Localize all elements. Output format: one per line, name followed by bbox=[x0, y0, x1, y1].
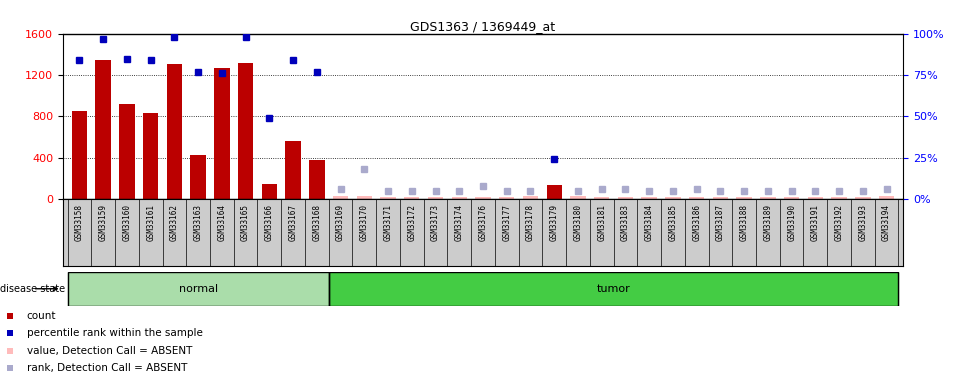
Bar bbox=[190, 155, 206, 199]
Bar bbox=[523, 196, 538, 199]
Text: GSM33164: GSM33164 bbox=[217, 204, 226, 241]
Text: GSM33187: GSM33187 bbox=[716, 204, 724, 241]
Bar bbox=[879, 196, 895, 199]
Bar bbox=[428, 196, 443, 199]
Text: GSM33167: GSM33167 bbox=[289, 204, 298, 241]
Text: GSM33178: GSM33178 bbox=[526, 204, 535, 241]
Text: GSM33174: GSM33174 bbox=[455, 204, 464, 241]
Bar bbox=[333, 196, 349, 199]
Bar bbox=[570, 196, 585, 199]
Text: GSM33183: GSM33183 bbox=[621, 204, 630, 241]
Bar bbox=[666, 196, 681, 199]
Bar bbox=[262, 184, 277, 199]
Bar bbox=[238, 63, 253, 199]
Text: tumor: tumor bbox=[597, 284, 631, 294]
Bar bbox=[381, 196, 396, 199]
Bar bbox=[143, 113, 158, 199]
Text: GSM33177: GSM33177 bbox=[502, 204, 511, 241]
Bar bbox=[689, 196, 704, 199]
Bar bbox=[547, 185, 562, 199]
Text: GSM33169: GSM33169 bbox=[336, 204, 345, 241]
Text: GSM33192: GSM33192 bbox=[835, 204, 843, 241]
Text: percentile rank within the sample: percentile rank within the sample bbox=[27, 328, 203, 338]
Bar bbox=[855, 196, 870, 199]
Bar bbox=[594, 196, 610, 199]
Bar bbox=[309, 160, 325, 199]
Text: GSM33158: GSM33158 bbox=[75, 204, 84, 241]
Text: GSM33188: GSM33188 bbox=[740, 204, 749, 241]
Text: GSM33184: GSM33184 bbox=[644, 204, 654, 241]
Text: GSM33189: GSM33189 bbox=[763, 204, 773, 241]
Text: GSM33168: GSM33168 bbox=[312, 204, 322, 241]
Text: GSM33185: GSM33185 bbox=[668, 204, 677, 241]
Bar bbox=[167, 64, 182, 199]
Bar bbox=[356, 196, 372, 199]
Text: GSM33180: GSM33180 bbox=[574, 204, 582, 241]
Text: GSM33176: GSM33176 bbox=[478, 204, 488, 241]
Bar bbox=[808, 196, 823, 199]
Text: GSM33172: GSM33172 bbox=[408, 204, 416, 241]
Bar bbox=[617, 196, 633, 199]
Bar bbox=[328, 272, 898, 306]
Title: GDS1363 / 1369449_at: GDS1363 / 1369449_at bbox=[411, 20, 555, 33]
Text: normal: normal bbox=[179, 284, 217, 294]
Text: disease state: disease state bbox=[0, 284, 65, 294]
Bar bbox=[214, 68, 230, 199]
Text: GSM33163: GSM33163 bbox=[193, 204, 203, 241]
Text: GSM33179: GSM33179 bbox=[550, 204, 558, 241]
Text: GSM33162: GSM33162 bbox=[170, 204, 179, 241]
Bar bbox=[119, 104, 134, 199]
Bar bbox=[713, 196, 728, 199]
Text: GSM33193: GSM33193 bbox=[859, 204, 867, 241]
Text: GSM33190: GSM33190 bbox=[787, 204, 796, 241]
Bar bbox=[832, 196, 847, 199]
Text: GSM33173: GSM33173 bbox=[431, 204, 440, 241]
Text: GSM33170: GSM33170 bbox=[359, 204, 369, 241]
Bar bbox=[404, 196, 419, 199]
Text: value, Detection Call = ABSENT: value, Detection Call = ABSENT bbox=[27, 346, 192, 356]
Bar bbox=[475, 196, 491, 199]
Bar bbox=[641, 196, 657, 199]
Text: GSM33165: GSM33165 bbox=[242, 204, 250, 241]
Text: GSM33194: GSM33194 bbox=[882, 204, 891, 241]
Text: GSM33166: GSM33166 bbox=[265, 204, 273, 241]
Text: GSM33191: GSM33191 bbox=[810, 204, 820, 241]
Bar bbox=[96, 60, 111, 199]
Text: GSM33159: GSM33159 bbox=[99, 204, 107, 241]
Text: rank, Detection Call = ABSENT: rank, Detection Call = ABSENT bbox=[27, 363, 187, 373]
Bar bbox=[784, 196, 799, 199]
Bar bbox=[71, 111, 87, 199]
Text: GSM33161: GSM33161 bbox=[146, 204, 156, 241]
Text: GSM33171: GSM33171 bbox=[384, 204, 392, 241]
Bar bbox=[736, 196, 752, 199]
Bar bbox=[68, 272, 328, 306]
Bar bbox=[499, 196, 515, 199]
Bar bbox=[760, 196, 776, 199]
Text: GSM33181: GSM33181 bbox=[597, 204, 607, 241]
Text: count: count bbox=[27, 310, 56, 321]
Bar bbox=[285, 141, 300, 199]
Text: GSM33186: GSM33186 bbox=[693, 204, 701, 241]
Bar bbox=[451, 196, 467, 199]
Text: GSM33160: GSM33160 bbox=[123, 204, 131, 241]
